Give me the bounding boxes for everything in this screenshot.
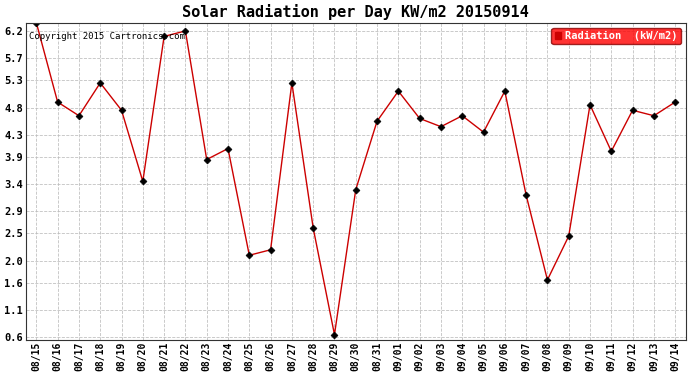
Text: Copyright 2015 Cartronics.com: Copyright 2015 Cartronics.com [29, 32, 185, 41]
Title: Solar Radiation per Day KW/m2 20150914: Solar Radiation per Day KW/m2 20150914 [182, 4, 529, 20]
Legend: Radiation  (kW/m2): Radiation (kW/m2) [551, 28, 680, 44]
